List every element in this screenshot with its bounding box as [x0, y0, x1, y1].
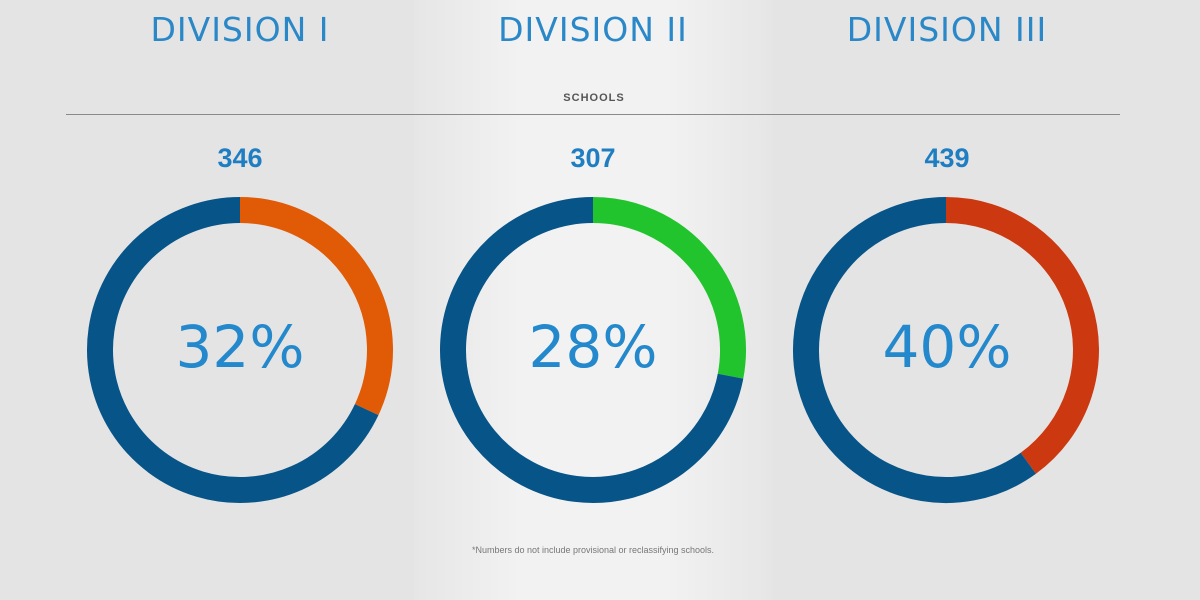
division-1-share-slice [239, 197, 393, 416]
division-3-remainder-slice [793, 197, 1036, 503]
divider-rule [66, 114, 1120, 115]
division-3-share-slice [945, 197, 1099, 474]
division-1-percent: 32% [175, 313, 305, 381]
division-2-title: DIVISION II [498, 10, 688, 49]
division-3-title: DIVISION III [846, 10, 1048, 49]
footnote: *Numbers do not include provisional or r… [471, 545, 715, 555]
division-1-count: 346 [217, 143, 263, 173]
division-1-remainder-slice [87, 197, 379, 503]
division-3-percent: 40% [882, 313, 1012, 381]
division-1-title: DIVISION I [150, 10, 330, 49]
division-2-share-slice [592, 197, 746, 379]
division-2-percent: 28% [528, 313, 658, 381]
division-2-remainder-slice [440, 197, 744, 503]
division-3-count: 439 [924, 143, 970, 173]
division-2-count: 307 [570, 143, 616, 173]
section-label: SCHOOLS [563, 92, 625, 104]
